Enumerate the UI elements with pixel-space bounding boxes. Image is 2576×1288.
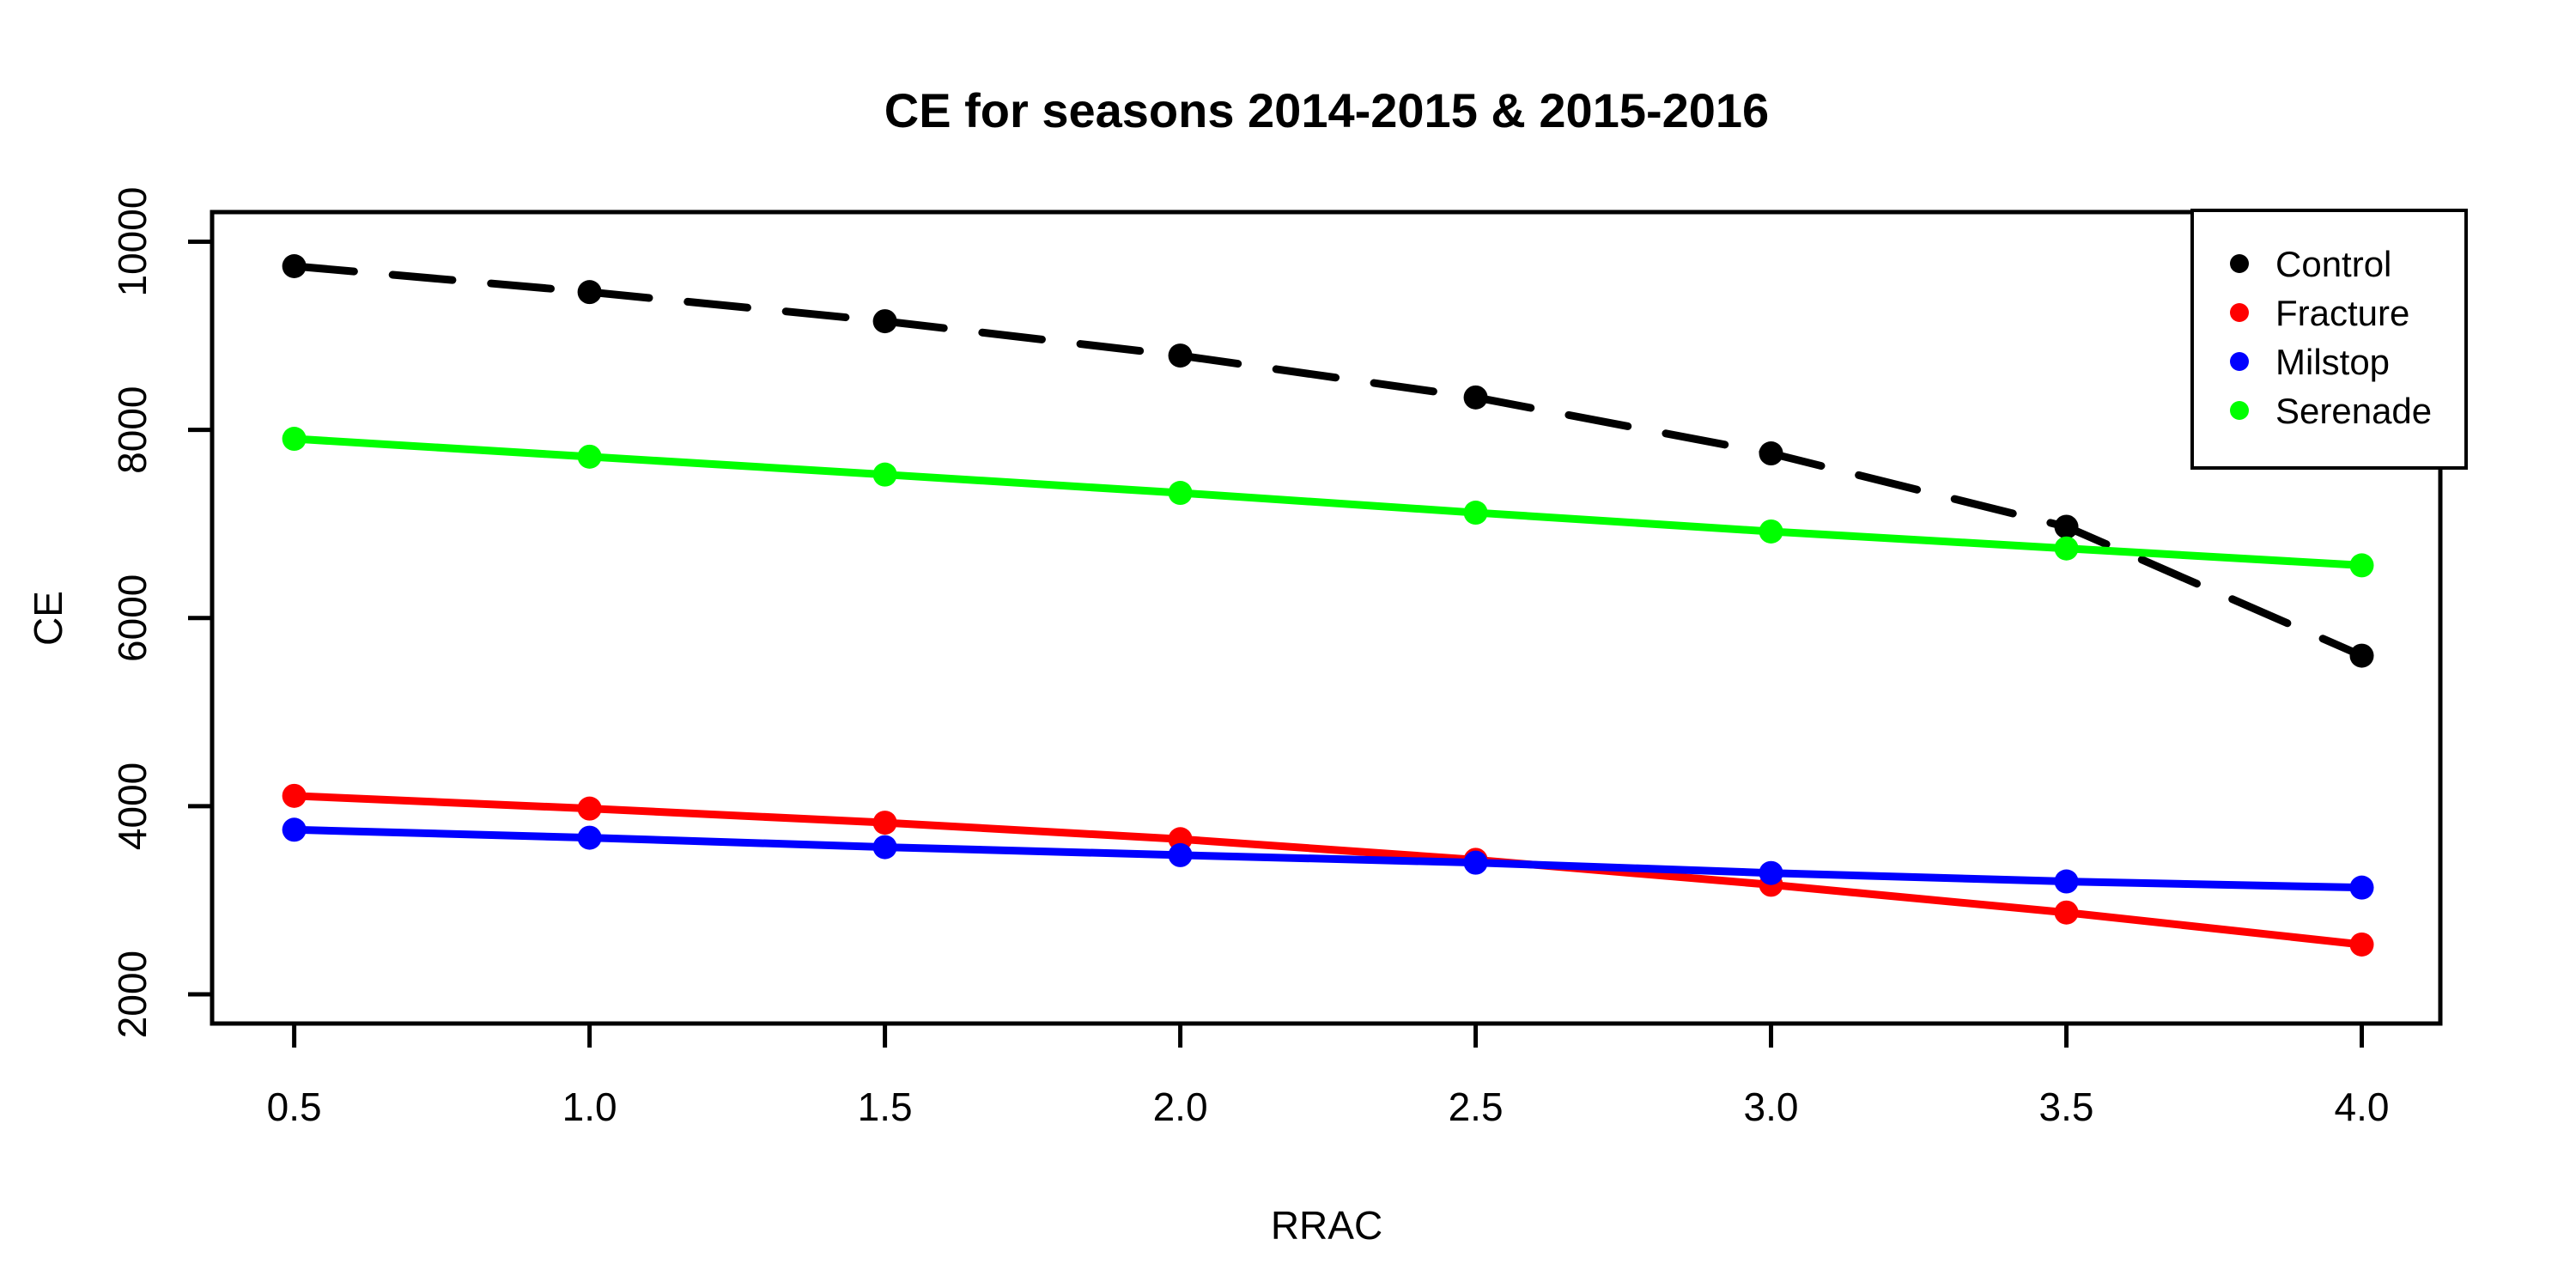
y-axis-label: CE <box>26 591 70 646</box>
y-tick-label: 2000 <box>110 951 155 1038</box>
series-milstop-point <box>577 825 602 850</box>
x-tick-label: 1.0 <box>562 1084 617 1129</box>
series-control-point <box>1759 441 1783 466</box>
legend-item-serenade: Serenade <box>2230 391 2432 431</box>
x-tick-label: 3.5 <box>2039 1084 2094 1129</box>
legend-item-milstop: Milstop <box>2230 342 2390 382</box>
plot-frame <box>210 210 2443 1026</box>
legend-item-fracture: Fracture <box>2230 293 2409 333</box>
legend-label-fracture: Fracture <box>2275 293 2409 333</box>
series-fracture-point <box>872 811 897 835</box>
axes-layer: 0.5 1.0 1.5 2.0 2.5 3.0 3.5 4.0 2000 4000 6000 8000… <box>110 187 2443 1129</box>
series-control-point <box>2349 643 2374 668</box>
x-tick-label: 4.0 <box>2335 1084 2390 1129</box>
series-milstop-point <box>2054 869 2079 894</box>
legend-label-serenade: Serenade <box>2275 391 2432 431</box>
series-fracture-line <box>290 792 2366 949</box>
series-milstop-point <box>2349 875 2374 900</box>
series-serenade-point <box>872 462 897 487</box>
series-control-point <box>1463 385 1488 410</box>
series-fracture-point <box>2349 932 2374 957</box>
x-tick-label: 1.5 <box>858 1084 913 1129</box>
legend-item-control: Control <box>2230 244 2391 284</box>
chart-title: CE for seasons 2014-2015 & 2015-2016 <box>884 83 1769 137</box>
series-control <box>282 254 2374 668</box>
series-fracture-point <box>2054 900 2079 925</box>
x-tick-label: 3.0 <box>1744 1084 1799 1129</box>
series-fracture-point <box>577 796 602 821</box>
legend-box <box>2190 209 2468 470</box>
legend-dot-milstop <box>2230 352 2249 371</box>
x-tick-label: 2.0 <box>1153 1084 1208 1129</box>
series-serenade-line <box>290 434 2366 569</box>
series-control-point <box>2054 514 2079 539</box>
legend-dot-serenade <box>2230 401 2249 420</box>
y-tick-label: 4000 <box>110 762 155 850</box>
series-serenade-point <box>282 427 307 452</box>
series-control-line <box>290 262 2366 660</box>
y-tick-label: 8000 <box>110 386 155 473</box>
series-milstop <box>282 817 2374 900</box>
series-serenade-point <box>1168 481 1193 506</box>
series-serenade-point <box>1463 501 1488 526</box>
series-serenade-point <box>2349 553 2374 578</box>
series-milstop-line <box>290 825 2366 892</box>
series-control-point <box>1168 343 1193 368</box>
legend-label-control: Control <box>2275 244 2391 284</box>
x-axis-label: RRAC <box>1271 1203 1382 1248</box>
series-fracture-point <box>282 783 307 808</box>
series-control-point <box>577 280 602 305</box>
legend-dot-fracture <box>2230 303 2249 322</box>
series-serenade <box>282 427 2374 578</box>
legend-dot-control <box>2230 254 2249 273</box>
x-tick-label: 0.5 <box>267 1084 322 1129</box>
series-milstop-point <box>1463 850 1488 875</box>
series-milstop-point <box>1759 860 1783 885</box>
legend-label-milstop: Milstop <box>2275 342 2390 382</box>
series-fracture <box>282 783 2374 957</box>
series-serenade-point <box>2054 536 2079 561</box>
series-milstop-point <box>1168 842 1193 867</box>
y-tick-label: 6000 <box>110 574 155 662</box>
series-milstop-point <box>282 817 307 842</box>
series-milstop-point <box>872 835 897 860</box>
series-control-point <box>282 254 307 278</box>
series-serenade-point <box>1759 519 1783 544</box>
series-serenade-point <box>577 444 602 469</box>
legend: Control Fracture Milstop Serenade <box>2190 209 2468 470</box>
series-control-point <box>872 309 897 334</box>
y-tick-label: 10000 <box>110 187 155 297</box>
x-tick-label: 2.5 <box>1449 1084 1504 1129</box>
series-layer <box>282 254 2374 957</box>
